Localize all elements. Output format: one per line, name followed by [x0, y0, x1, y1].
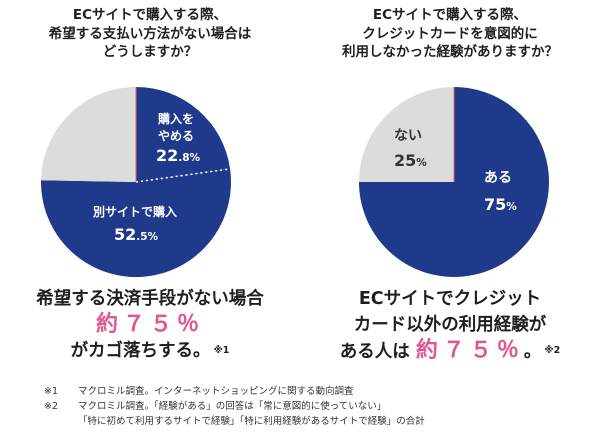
right-caption-line-3-pre: ある人は: [339, 342, 410, 362]
right-caption-highlight: 約７５％: [415, 338, 524, 363]
slice-value-yes-main: 75: [484, 195, 506, 214]
slice-value-no: 25%: [394, 151, 427, 170]
right-pie-slice-1: [359, 87, 454, 182]
slice-label-yes: ある: [484, 170, 512, 186]
footnote-2-text: マクロミル調査。「経験がある」の回答は「常に意図的に使っていない」: [78, 401, 387, 412]
left-pie-slice-2: [41, 87, 136, 182]
right-caption: ECサイトでクレジット カード以外の利用経験が ある人は 約７５％。 ※2: [300, 286, 600, 365]
right-caption-line-1: ECサイトでクレジット: [358, 289, 542, 309]
left-title-line-3: どうしますか？: [102, 44, 198, 60]
footnote-2-continuation: 「特に初めて利用するサイトで経験」「特に利用経験があるサイトで経験」の合計: [78, 416, 425, 427]
left-question-title: ECサイトで購入する際、 希望する支払い方法がない場合は どうしますか？: [0, 6, 300, 62]
footnotes: ※1 マクロミル調査。インターネットショッピングに関する動向調査 ※2 マクロミル調…: [44, 384, 584, 429]
slice-value-no-small: %: [416, 157, 427, 169]
left-pie-dotted-divider: [135, 168, 231, 183]
slice-value-other-site: 52.5%: [114, 225, 159, 244]
slice-value-quit: 22.8%: [156, 146, 201, 165]
footnote-1-text: マクロミル調査。インターネットショッピングに関する動向調査: [78, 386, 354, 397]
left-caption-note: ※1: [213, 345, 230, 356]
right-caption-line-3-post: 。: [523, 342, 542, 362]
right-caption-line-3: ある人は 約７５％。 ※2: [300, 338, 600, 365]
right-question-title: ECサイトで購入する際、 クレジットカードを意図的に 利用しなかった経験がありま…: [300, 6, 600, 62]
slice-value-yes-small: %: [506, 201, 517, 213]
right-title-line-1: ECサイトで購入する際、: [372, 7, 528, 23]
left-caption-highlight: 約７５％: [95, 312, 204, 337]
left-pie-chart: 購入を やめる 22.8% 別サイトで購入 52.5%: [41, 87, 231, 277]
left-caption-line-3-text: がカゴ落ちする。: [70, 341, 211, 361]
slice-label-quit-line-1: 購入を: [157, 111, 194, 126]
slice-label-other-site: 別サイトで購入: [92, 204, 177, 219]
footnote-2-mark: ※2: [44, 401, 59, 412]
left-pie-slice-1: [41, 168, 231, 277]
right-caption-line-2: カード以外の利用経験が: [353, 315, 547, 335]
slice-value-yes: 75%: [484, 195, 517, 214]
left-title-line-2: 希望する支払い方法がない場合は: [48, 25, 252, 42]
footnote-2: ※2 マクロミル調査。「経験がある」の回答は「常に意図的に使っていない」: [44, 399, 584, 414]
slice-value-other-site-small: .5%: [136, 231, 158, 243]
right-title-line-2: クレジットカードを意図的に: [362, 25, 538, 42]
slice-value-quit-small: .8%: [178, 152, 200, 164]
slice-value-quit-main: 22: [156, 146, 178, 165]
slice-value-other-site-main: 52: [114, 225, 136, 244]
slice-value-no-main: 25: [394, 151, 416, 170]
slice-label-quit-line-2: やめる: [158, 129, 194, 143]
left-title-line-1: ECサイトで購入する際、: [72, 7, 228, 23]
right-title-line-3: 利用しなかった経験がありますか？: [342, 44, 558, 60]
left-caption-line-3: がカゴ落ちする。 ※1: [0, 338, 300, 364]
right-chart-panel: ECサイトで購入する際、 クレジットカードを意図的に 利用しなかった経験がありま…: [300, 0, 600, 380]
left-caption-line-1: 希望する決済手段がない場合: [36, 289, 264, 309]
slice-label-no: ない: [394, 128, 422, 144]
left-pie-slice-0: [136, 87, 231, 182]
footnote-1-mark: ※1: [44, 386, 59, 397]
footnote-1: ※1 マクロミル調査。インターネットショッピングに関する動向調査: [44, 384, 584, 399]
right-caption-note: ※2: [544, 345, 561, 356]
left-chart-panel: ECサイトで購入する際、 希望する支払い方法がない場合は どうしますか？ 購入を…: [0, 0, 300, 380]
right-pie-chart: ある 75% ない 25%: [359, 87, 549, 277]
left-caption: 希望する決済手段がない場合 約７５％ がカゴ落ちする。 ※1: [0, 286, 300, 364]
